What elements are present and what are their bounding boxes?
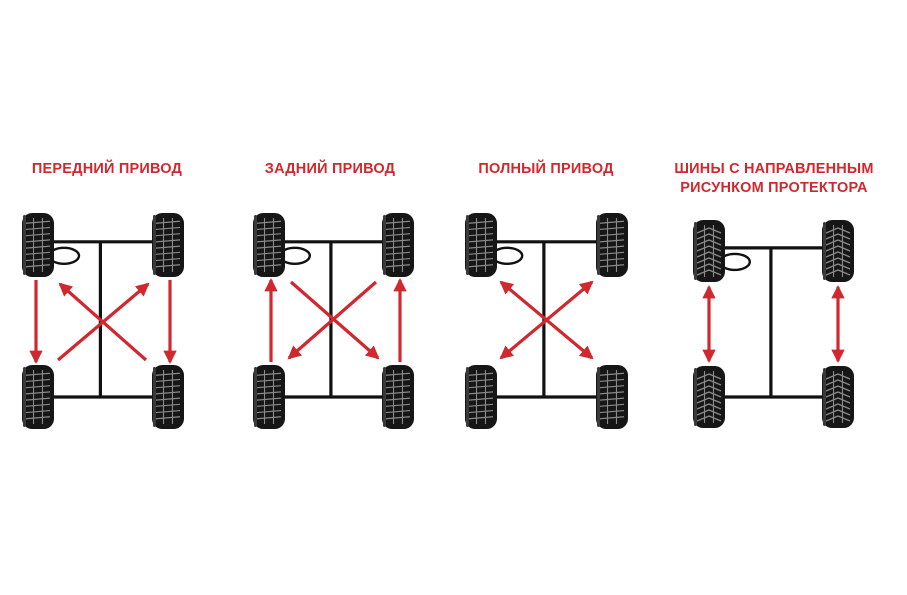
tire-icon	[253, 213, 285, 277]
tire-icon	[596, 213, 628, 277]
rotation-arrow	[499, 280, 594, 360]
rotation-scheme-directional	[693, 220, 854, 428]
tire-icon	[465, 213, 497, 277]
tire-icon	[22, 213, 54, 277]
panel-title-line: ЗАДНИЙ ПРИВОД	[264, 161, 396, 177]
panel-title-line: ПОЛНЫЙ ПРИВОД	[478, 161, 614, 177]
tire-icon	[152, 365, 184, 429]
tire-icon	[822, 366, 854, 428]
panel-title-directional: ШИНЫ С НАПРАВЛЕННЫМ РИСУНКОМ ПРОТЕКТОРА	[664, 160, 884, 198]
panel-title-line: РИСУНКОМ ПРОТЕКТОРА	[680, 180, 868, 196]
panel-title-line: ПЕРЕДНИЙ ПРИВОД	[31, 161, 183, 177]
panel-title-awd: ПОЛНЫЙ ПРИВОД	[436, 160, 656, 179]
tire-icon	[382, 213, 414, 277]
panel-title-front: ПЕРЕДНИЙ ПРИВОД	[0, 160, 217, 179]
tire-icon	[465, 365, 497, 429]
tire-icon	[822, 220, 854, 282]
tire-icon	[152, 213, 184, 277]
panel-title-rear: ЗАДНИЙ ПРИВОД	[220, 160, 440, 179]
rotation-scheme-front	[22, 213, 184, 429]
tire-icon	[382, 365, 414, 429]
panel-title-line: ШИНЫ С НАПРАВЛЕННЫМ	[674, 161, 874, 177]
tire-icon	[22, 365, 54, 429]
tire-icon	[253, 365, 285, 429]
rotation-arrow	[56, 282, 150, 362]
rotation-scheme-awd	[465, 213, 628, 429]
tire-icon	[693, 366, 725, 428]
tire-icon	[693, 220, 725, 282]
tire-icon	[596, 365, 628, 429]
rotation-scheme-rear	[253, 213, 414, 429]
rotation-arrow	[287, 280, 378, 360]
